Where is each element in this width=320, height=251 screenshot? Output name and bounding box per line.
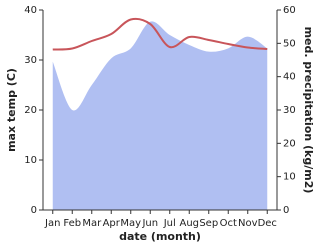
- x-tick-label: May: [120, 218, 141, 229]
- x-tick-label: Jul: [163, 218, 176, 229]
- chart: date (month) max temp (C) med. precipita…: [5, 5, 315, 243]
- x-tick-label: Dec: [258, 218, 277, 229]
- y-tick-label: 40: [24, 5, 37, 16]
- y2-tick-label: 40: [283, 72, 296, 83]
- temp-line: [52, 17, 268, 51]
- y2-tick-label: 30: [283, 105, 296, 116]
- y-tick-label: 30: [24, 55, 37, 66]
- y2-tick-label: 50: [283, 38, 296, 49]
- x-tick-label: Nov: [238, 218, 258, 229]
- x-tick-label: Sep: [199, 218, 218, 229]
- y2-tick-label: 20: [283, 138, 296, 149]
- x-tick-label: Apr: [103, 218, 121, 229]
- x-tick-label: Feb: [63, 218, 81, 229]
- y2-tick-label: 10: [283, 172, 296, 183]
- x-axis-label: date (month): [119, 230, 201, 243]
- y-axis-label: max temp (C): [5, 68, 18, 152]
- x-tick-label: Mar: [82, 218, 102, 229]
- y2-tick-label: 60: [283, 5, 296, 16]
- x-tick-label: Jan: [44, 218, 60, 229]
- x-tick-label: Jun: [141, 218, 158, 229]
- y2-tick-label: 0: [283, 205, 289, 216]
- y2-axis-label: med. precipitation (kg/m2): [302, 27, 315, 194]
- y-tick-label: 20: [24, 105, 37, 116]
- y-tick-label: 0: [31, 205, 37, 216]
- y-tick-label: 10: [24, 155, 37, 166]
- precipitation-area: [52, 21, 268, 211]
- x-tick-label: Oct: [220, 218, 237, 229]
- x-tick-label: Aug: [179, 218, 199, 229]
